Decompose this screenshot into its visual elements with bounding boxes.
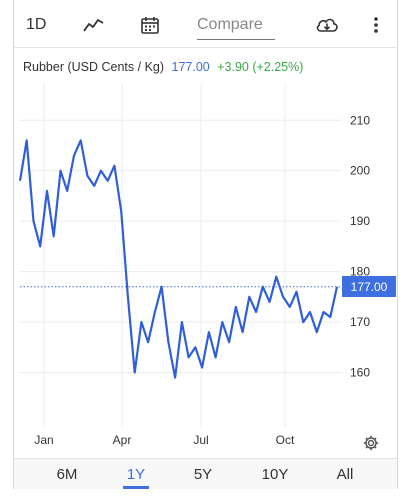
y-tick-label: 160 (350, 366, 370, 380)
y-tick-label: 200 (350, 164, 370, 178)
legend-change: +3.90 (+2.25%) (217, 60, 304, 74)
interval-selector[interactable]: 1D (26, 16, 47, 33)
range-6m-button[interactable]: 6M (56, 465, 78, 483)
range-5y-button[interactable]: 5Y (193, 465, 213, 483)
x-tick-label: Jan (34, 433, 53, 447)
chart-toolbar: 1D Compare (13, 0, 398, 48)
line-chart-icon[interactable] (83, 12, 105, 38)
last-price-tag: 177.00 (342, 276, 396, 298)
y-tick-label: 180 (350, 265, 370, 279)
y-tick-label: 210 (350, 113, 370, 127)
price-chart[interactable]: 160 170 180 190 200 210 Jan Apr Jul Oct (0, 0, 411, 460)
range-1y-button[interactable]: 1Y (116, 459, 156, 489)
chart-legend: Rubber (USD Cents / Kg) 177.00 +3.90 (+2… (23, 60, 303, 74)
more-vertical-icon[interactable] (367, 12, 385, 38)
price-series-line (18, 139, 339, 379)
x-tick-label: Apr (113, 433, 132, 447)
legend-last-price: 177.00 (171, 60, 210, 74)
y-tick-label: 190 (350, 214, 370, 228)
range-all-button[interactable]: All (336, 465, 354, 483)
compare-input[interactable]: Compare (197, 12, 275, 40)
range-10y-button[interactable]: 10Y (261, 465, 289, 483)
x-tick-label: Jul (193, 433, 208, 447)
range-selector: 6M 1Y 5Y 10Y All (14, 458, 397, 489)
legend-symbol-name: Rubber (USD Cents / Kg) (23, 60, 165, 74)
y-tick-label: 170 (350, 315, 370, 329)
x-tick-label: Oct (276, 433, 295, 447)
cloud-download-icon[interactable] (315, 12, 339, 38)
gear-icon[interactable] (362, 434, 380, 452)
calendar-icon[interactable] (139, 12, 161, 38)
